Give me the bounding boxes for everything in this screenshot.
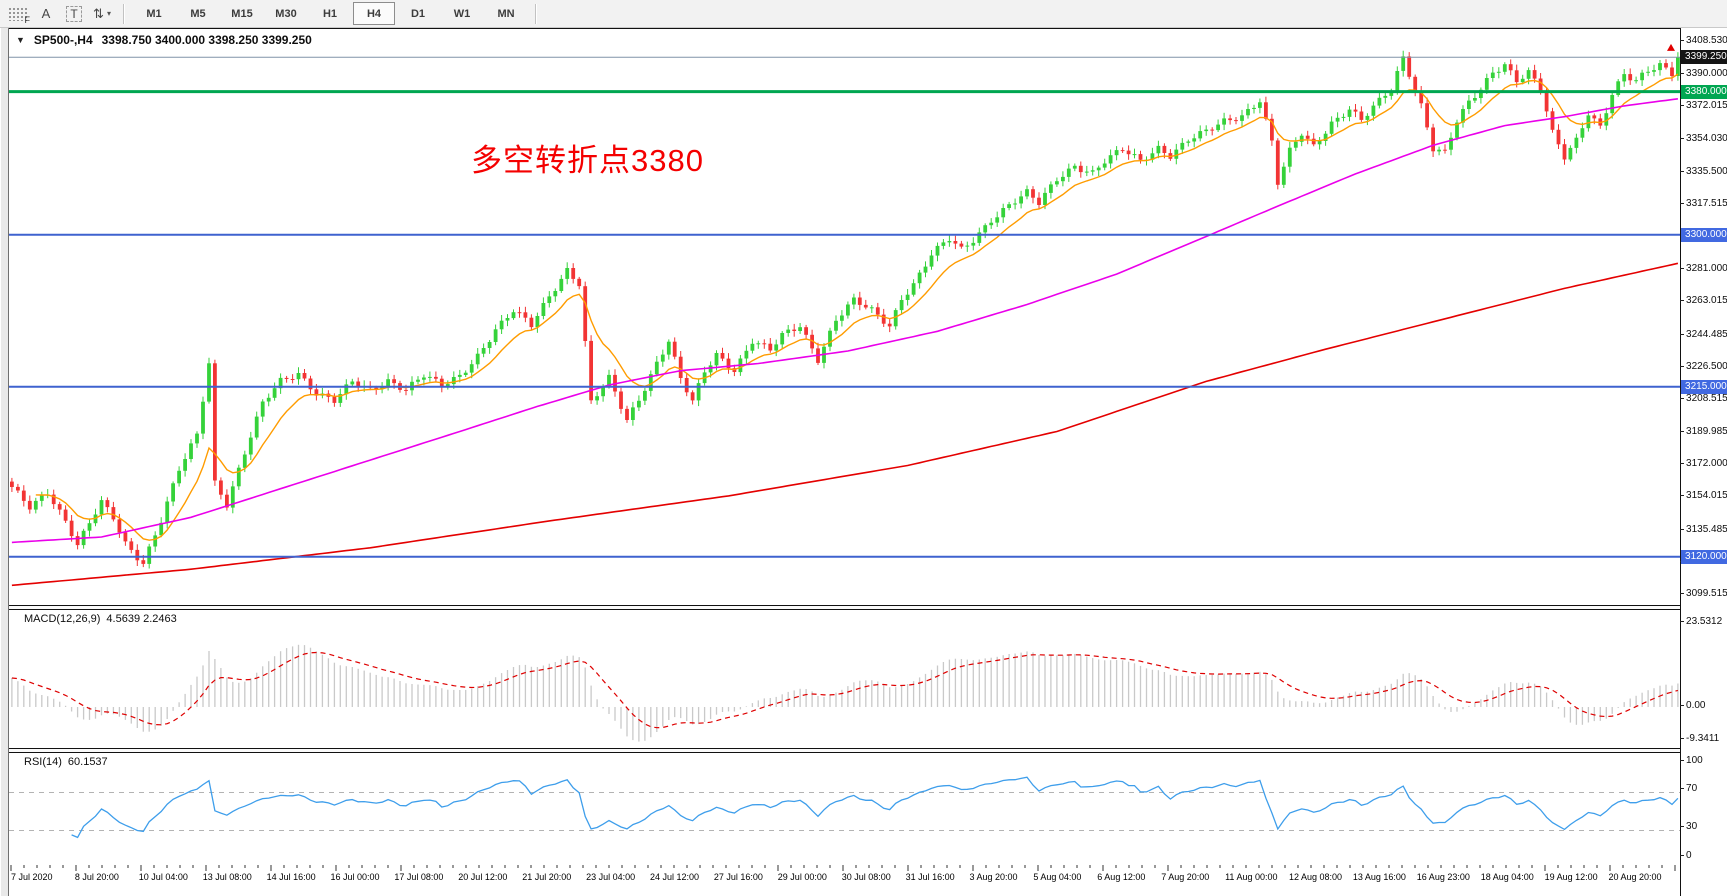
time-label-7: 20 Jul 12:00 <box>458 872 508 882</box>
timeframe-button-M30[interactable]: M30 <box>275 7 297 20</box>
collapse-arrow-icon[interactable]: ▼ <box>16 35 25 45</box>
price-badge-3215.000: 3215.000 <box>1681 379 1727 394</box>
price-tick-3135.485: 3135.485 <box>1680 523 1727 535</box>
time-label-8: 21 Jul 20:00 <box>522 872 572 882</box>
rsi-panel[interactable]: RSI(14) 60.1537 <box>9 753 1681 865</box>
timeframe-button-W1[interactable]: W1 <box>453 7 471 20</box>
price-tick-3208.515: 3208.515 <box>1680 392 1727 404</box>
price-badge-3300.000: 3300.000 <box>1681 227 1727 242</box>
timeframe-button-M5[interactable]: M5 <box>190 7 206 20</box>
price-tick-3335.500: 3335.500 <box>1680 165 1727 177</box>
main-chart-panel[interactable]: ▼ SP500-,H4 3398.750 3400.000 3398.250 3… <box>9 29 1681 605</box>
time-label-5: 16 Jul 00:00 <box>330 872 380 882</box>
time-label-1: 8 Jul 20:00 <box>74 872 119 882</box>
rsi-canvas[interactable] <box>9 753 1681 865</box>
time-label-18: 7 Aug 20:00 <box>1161 872 1210 882</box>
timeframe-group: M1 M5 M15 M30 H1 H4 D1 W1 MN <box>132 2 528 25</box>
price-badge-3399.250: 3399.250 <box>1681 50 1727 65</box>
price-axis[interactable]: 3408.530 3390.000 3372.015 3354.030 3335.500… <box>1679 28 1727 896</box>
macd-tick-23.5312: 23.5312 <box>1680 616 1723 627</box>
price-tick-3226.500: 3226.500 <box>1680 360 1727 372</box>
price-tick-3372.015: 3372.015 <box>1680 100 1727 112</box>
time-label-19: 11 Aug 00:00 <box>1225 872 1278 882</box>
time-label-3: 13 Jul 08:00 <box>202 872 252 882</box>
ohlc-values: 3398.750 3400.000 3398.250 3399.250 <box>101 33 312 47</box>
time-label-13: 30 Jul 08:00 <box>841 872 891 882</box>
time-label-20: 12 Aug 08:00 <box>1289 872 1343 882</box>
price-tick-3172.000: 3172.000 <box>1680 458 1727 470</box>
time-label-10: 24 Jul 12:00 <box>650 872 700 882</box>
rsi-tick-70: 70 <box>1679 783 1698 794</box>
rsi-tick-0: 0 <box>1680 849 1692 861</box>
rsi-label: RSI(14) 60.1537 <box>24 756 108 768</box>
time-label-2: 10 Jul 04:00 <box>138 872 188 882</box>
price-annotation-text: 多空转折点3380 <box>471 143 704 178</box>
timeframe-button-M1[interactable]: M1 <box>146 7 162 20</box>
time-label-24: 19 Aug 12:00 <box>1544 872 1598 882</box>
toolbar-separator-2 <box>535 3 537 24</box>
time-label-25: 20 Aug 20:00 <box>1608 872 1662 882</box>
chart-workspace: ▼ SP500-,H4 3398.750 3400.000 3398.250 3… <box>0 28 1727 896</box>
toolbar: F A T ⇅ ▾ M1 M5 M15 M30 H1 H4 D1 W1 MN <box>0 0 1727 28</box>
timeframe-button-MN[interactable]: MN <box>497 7 515 20</box>
time-label-16: 5 Aug 04:00 <box>1033 872 1082 882</box>
timeframe-button-H4[interactable]: H4 <box>353 2 395 25</box>
price-tick-3390.000: 3390.000 <box>1680 68 1727 80</box>
macd-label: MACD(12,26,9) 4.5639 2.2463 <box>24 613 177 625</box>
macd-canvas[interactable] <box>9 610 1681 748</box>
time-label-4: 14 Jul 16:00 <box>266 872 316 882</box>
time-ticks <box>10 865 1676 871</box>
timeframe-button-M15[interactable]: M15 <box>231 7 253 20</box>
panel-divider[interactable] <box>9 605 1681 610</box>
grid-anchor-tool[interactable]: F <box>5 3 31 25</box>
dot-grid-icon <box>8 6 28 21</box>
time-label-11: 27 Jul 16:00 <box>713 872 763 882</box>
text-label-tool[interactable]: A <box>41 6 51 21</box>
time-label-12: 29 Jul 00:00 <box>777 872 827 882</box>
timeframe-button-D1[interactable]: D1 <box>410 7 426 20</box>
price-tick-3099.515: 3099.515 <box>1680 587 1727 599</box>
price-badge-3380.000: 3380.000 <box>1681 84 1727 99</box>
price-tick-3354.030: 3354.030 <box>1680 132 1727 144</box>
chart-area: ▼ SP500-,H4 3398.750 3400.000 3398.250 3… <box>9 28 1681 896</box>
price-tick-3317.515: 3317.515 <box>1680 197 1727 209</box>
macd-panel[interactable]: MACD(12,26,9) 4.5639 2.2463 <box>9 610 1680 748</box>
time-label-6: 17 Jul 08:00 <box>394 872 444 882</box>
price-tick-3244.485: 3244.485 <box>1680 328 1727 340</box>
price-tick-3408.530: 3408.530 <box>1680 35 1727 47</box>
drawing-tools-group: F A T ⇅ ▾ <box>4 3 116 25</box>
rsi-tick-100: 100 <box>1680 754 1703 766</box>
time-label-22: 16 Aug 23:00 <box>1416 872 1470 882</box>
price-tick-3154.015: 3154.015 <box>1680 490 1727 502</box>
time-label-17: 6 Aug 12:00 <box>1097 872 1146 882</box>
arrows-tool[interactable]: ⇅ ▾ <box>93 5 111 21</box>
candlestick-canvas[interactable] <box>9 29 1681 605</box>
time-label-15: 3 Aug 20:00 <box>969 872 1018 882</box>
price-tick-3263.015: 3263.015 <box>1680 295 1727 307</box>
time-axis[interactable]: 7 Jul 2020 8 Jul 20:00 10 Jul 04:00 13 Jul … <box>9 865 1680 896</box>
rsi-tick-30: 30 <box>1679 821 1698 832</box>
timeframe-button-H1[interactable]: H1 <box>322 7 338 20</box>
macd-tick--9.3411: -9.3411 <box>1679 732 1720 744</box>
time-label-23: 18 Aug 04:00 <box>1480 872 1534 882</box>
dropdown-caret-icon[interactable]: ▾ <box>106 9 111 18</box>
panel-divider-2[interactable] <box>9 748 1681 753</box>
macd-tick-0.00: 0.00 <box>1679 699 1706 711</box>
text-box-tool[interactable]: T <box>61 3 87 25</box>
toolbar-separator <box>123 3 125 24</box>
time-label-0: 7 Jul 2020 <box>11 872 53 882</box>
price-tick-3189.985: 3189.985 <box>1680 426 1727 437</box>
left-gutter[interactable] <box>0 28 9 896</box>
price-badge-3120.000: 3120.000 <box>1681 549 1727 564</box>
symbol-label: SP500-,H4 <box>33 33 93 47</box>
time-label-9: 23 Jul 04:00 <box>586 872 636 882</box>
price-tick-3281.000: 3281.000 <box>1680 263 1727 275</box>
time-label-21: 13 Aug 16:00 <box>1352 872 1406 882</box>
time-label-14: 31 Jul 16:00 <box>905 872 955 882</box>
chart-title: ▼ SP500-,H4 3398.750 3400.000 3398.250 3… <box>16 33 312 47</box>
